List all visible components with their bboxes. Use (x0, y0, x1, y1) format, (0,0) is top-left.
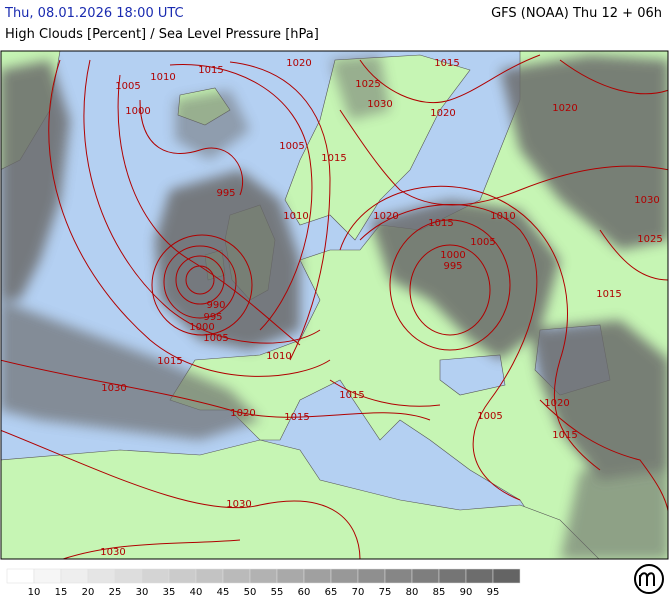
isobar-label: 1015 (339, 390, 364, 401)
legend-swatch (330, 568, 359, 584)
parameter-title: High Clouds [Percent] / Sea Level Pressu… (5, 27, 319, 42)
legend-label: 50 (244, 587, 257, 598)
isobar-label: 1005 (279, 141, 304, 152)
legend-label: 75 (379, 587, 392, 598)
legend-label: 25 (109, 587, 122, 598)
legend-label: 15 (55, 587, 68, 598)
isobar-label: 1005 (477, 411, 502, 422)
isobar-label: 1025 (637, 234, 662, 245)
isobar-label: 1030 (226, 499, 251, 510)
legend-label: 40 (190, 587, 203, 598)
map-area: 1010101510201005100010059951010102510301… (1, 51, 668, 559)
isobar-label: 1010 (266, 351, 291, 362)
isobars (1, 54, 668, 559)
isobar-label: 995 (216, 188, 235, 199)
isobar-label: 1005 (203, 333, 228, 344)
legend-swatch (195, 568, 224, 584)
isobar-label: 995 (443, 261, 462, 272)
legend-label: 95 (487, 587, 500, 598)
isobar-label: 1015 (157, 356, 182, 367)
legend-swatch (222, 568, 251, 584)
legend-label: 35 (163, 587, 176, 598)
isobar-label: 1015 (434, 58, 459, 69)
isobar-label: 1010 (283, 211, 308, 222)
legend-swatch (384, 568, 413, 584)
isobar-label: 1015 (552, 430, 577, 441)
isobar-label: 1020 (373, 211, 398, 222)
isobar-label: 1000 (440, 250, 465, 261)
isobar-label: 1020 (286, 58, 311, 69)
isobar-label: 1015 (321, 153, 346, 164)
legend-label: 80 (406, 587, 419, 598)
legend-swatch (465, 568, 494, 584)
isobar-label: 1015 (284, 412, 309, 423)
logo (634, 564, 664, 594)
legend-swatch (438, 568, 467, 584)
model-run: GFS (NOAA) Thu 12 + 06h (491, 6, 662, 21)
isobar-label: 1010 (150, 72, 175, 83)
isobar-label: 1020 (544, 398, 569, 409)
legend-label: 10 (28, 587, 41, 598)
legend-swatch (60, 568, 89, 584)
isobar-label: 1030 (367, 99, 392, 110)
isobar-label: 1020 (552, 103, 577, 114)
isobar-label: 995 (203, 312, 222, 323)
legend-label: 20 (82, 587, 95, 598)
legend-label: 90 (460, 587, 473, 598)
valid-time: Thu, 08.01.2026 18:00 UTC (5, 6, 184, 21)
isobar-label: 1015 (198, 65, 223, 76)
legend-swatch (6, 568, 35, 584)
isobar-label: 1005 (115, 81, 140, 92)
legend-label: 65 (325, 587, 338, 598)
map-frame (0, 50, 669, 560)
isobar-label: 1030 (101, 383, 126, 394)
isobar-label: 1000 (189, 322, 214, 333)
isobar-label: 1005 (470, 237, 495, 248)
isobar-label: 1010 (490, 211, 515, 222)
legend-label: 55 (271, 587, 284, 598)
legend-swatch (168, 568, 197, 584)
isobar-label: 1025 (355, 79, 380, 90)
legend-label: 45 (217, 587, 230, 598)
isobar-label: 1030 (634, 195, 659, 206)
isobar-labels: 1010101510201005100010059951010102510301… (100, 58, 662, 558)
isobar-label: 1000 (125, 106, 150, 117)
isobar-label: 1020 (230, 408, 255, 419)
legend-swatch (87, 568, 116, 584)
legend-label: 60 (298, 587, 311, 598)
isobar-label: 990 (206, 300, 225, 311)
isobar-label: 1030 (100, 547, 125, 558)
isobar-label: 1020 (430, 108, 455, 119)
legend-swatch (33, 568, 62, 584)
legend-swatch (249, 568, 278, 584)
legend-label: 85 (433, 587, 446, 598)
legend-swatch (276, 568, 305, 584)
legend-swatch (492, 568, 521, 584)
legend-swatch (411, 568, 440, 584)
legend: 10 15 20 25 30 35 40 45 50 55 60 65 70 75 80 85 90 95 (6, 568, 521, 598)
clouds (1, 55, 668, 559)
legend-swatch (141, 568, 170, 584)
legend-swatch (114, 568, 143, 584)
isobar-label: 1015 (428, 218, 453, 229)
legend-swatch (303, 568, 332, 584)
legend-label: 70 (352, 587, 365, 598)
legend-label: 30 (136, 587, 149, 598)
isobar-label: 1015 (596, 289, 621, 300)
legend-swatch (357, 568, 386, 584)
